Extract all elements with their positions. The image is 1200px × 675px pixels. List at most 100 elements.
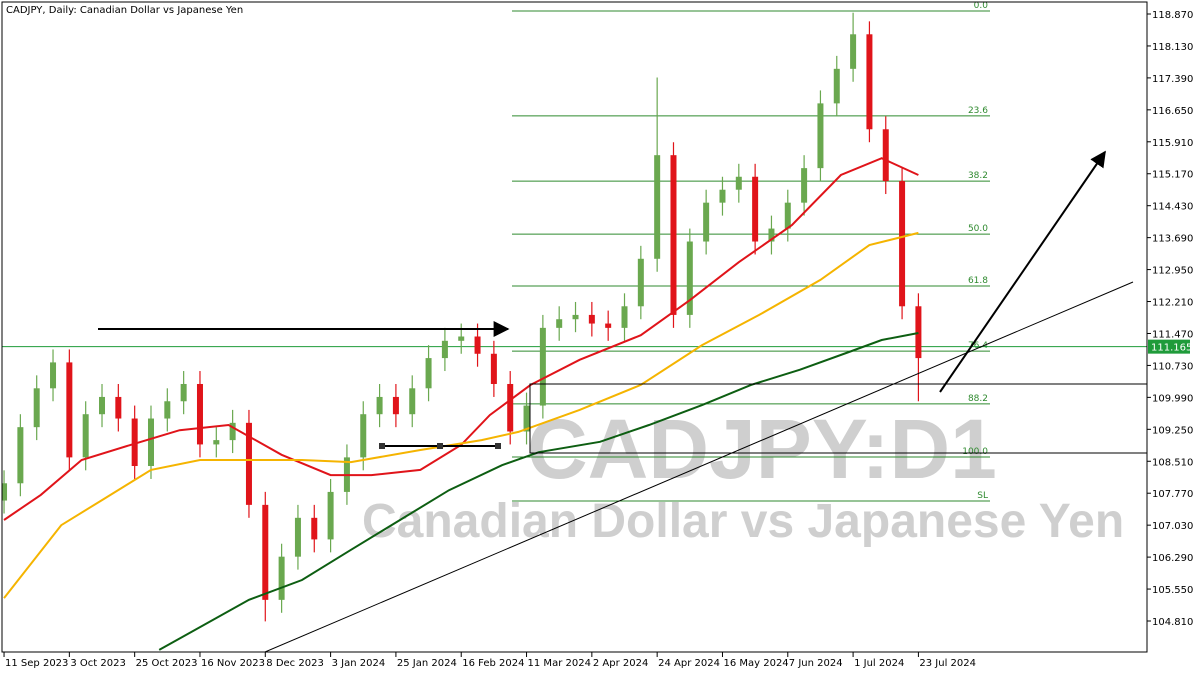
measure-point [495,443,501,449]
candle-body [376,396,383,415]
y-tick-label: 105.550 [1152,585,1193,596]
x-tick-label: 3 Oct 2023 [70,658,125,669]
last-price-label: 111.165 [1151,343,1192,354]
candle-body [850,34,857,69]
fib-label: SL [977,491,988,501]
candle-body [33,388,40,428]
moving-average [3,157,919,521]
candle-body [17,427,24,484]
candle-body [915,306,922,359]
candle-body [654,155,661,259]
support-zone [529,383,1147,454]
x-tick-label: 25 Oct 2023 [136,658,198,669]
candle-body [99,396,106,415]
y-tick-label: 113.690 [1152,234,1193,245]
candle-body [817,103,824,169]
trendline [264,281,1134,652]
x-tick-label: 8 Dec 2023 [266,658,324,669]
x-tick-label: 23 Jul 2024 [919,658,976,669]
candle-body [539,327,546,406]
candle-body [50,362,57,389]
candle-body [392,396,399,415]
x-tick-label: 16 Nov 2023 [201,658,265,669]
y-tick-label: 107.030 [1152,521,1193,532]
candle-body [311,517,318,540]
candle-body [147,418,154,467]
x-tick-label: 7 Jun 2024 [789,658,843,669]
candle-body [752,176,759,242]
y-tick-label: 107.770 [1152,489,1193,500]
candle-body [458,336,465,341]
candle-body [262,504,269,600]
candle-body [735,176,742,190]
measure-point [437,443,443,449]
candle-body [425,358,432,389]
candle-body [572,314,579,320]
candle-body [360,414,367,458]
candle-body [523,405,530,432]
candle-body [245,422,252,505]
x-tick-label: 1 Jul 2024 [854,658,904,669]
candle-body [490,353,497,384]
candle-body [213,440,220,445]
candle-body [474,336,481,354]
y-tick-label: 117.390 [1152,74,1193,85]
candle-body [507,383,514,432]
candle-body [719,189,726,203]
fib-label: 38.2 [968,171,988,181]
last-price-tag [1148,339,1190,354]
y-tick-label: 108.510 [1152,457,1193,468]
x-tick-label: 16 Feb 2024 [462,658,524,669]
y-tick-label: 110.730 [1152,361,1193,372]
candle-body [164,401,171,419]
candle-body [768,228,775,242]
candle-body [115,396,122,419]
candle-body [784,202,791,229]
candle-body [621,306,628,328]
y-tick-label: 118.130 [1152,42,1193,53]
candle-body [180,383,187,402]
candle-body [441,340,448,359]
fib-label: 23.6 [968,106,988,116]
candle-body [229,422,236,441]
watermark: CADJPY:D1 Canadian Dollar vs Japanese Ye… [362,402,1124,548]
y-tick-label: 106.290 [1152,553,1193,564]
candle-body [409,388,416,415]
candle-body [66,362,73,458]
x-tick-label: 24 Apr 2024 [658,658,720,669]
candle-body [899,181,906,307]
y-tick-label: 118.870 [1152,10,1193,21]
candle-body [82,414,89,458]
annotations [98,150,1147,652]
x-tick-label: 16 May 2024 [723,658,788,669]
y-tick-label: 111.470 [1152,329,1193,340]
moving-average [158,332,919,651]
candle-body [637,258,644,307]
candle-body [801,168,808,203]
measure-point [379,443,385,449]
chart-title: CADJPY, Daily: Canadian Dollar vs Japane… [6,5,243,16]
candle-body [196,383,203,445]
watermark-name: Canadian Dollar vs Japanese Yen [362,495,1124,548]
candle-body [131,418,138,467]
y-tick-label: 116.650 [1152,106,1193,117]
candle-body [556,319,563,328]
candle-body [588,314,595,324]
fib-label: 0.0 [974,1,989,11]
x-tick-label: 2 Apr 2024 [593,658,648,669]
candle-body [327,491,334,540]
fib-label: 50.0 [968,224,988,234]
watermark-symbol: CADJPY:D1 [527,402,997,496]
y-tick-label: 112.950 [1152,266,1193,277]
x-tick-label: 25 Jan 2024 [397,658,457,669]
x-tick-label: 11 Sep 2023 [5,658,68,669]
candle-body [670,155,677,315]
y-tick-label: 115.910 [1152,138,1193,149]
y-tick-label: 115.170 [1152,170,1193,181]
candle-body [833,68,840,104]
candle-body [866,34,873,130]
arrow [939,150,1106,393]
fib-label: 61.8 [968,276,988,286]
plot-frame [1,1,1148,653]
